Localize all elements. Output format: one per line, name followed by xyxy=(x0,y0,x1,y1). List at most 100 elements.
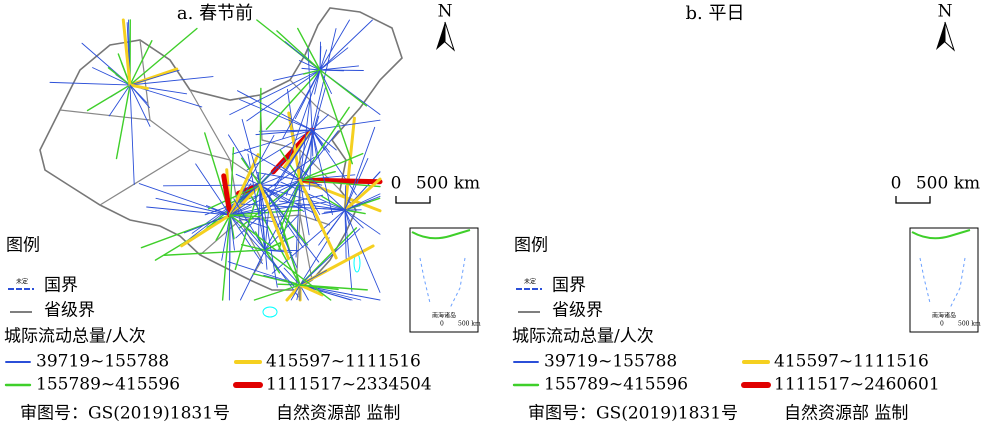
flow-line xyxy=(296,129,313,155)
north-arrow: N xyxy=(936,2,956,52)
legend-title: 图例 xyxy=(6,236,40,256)
flow-line xyxy=(259,87,262,186)
flow-line xyxy=(344,209,364,229)
flow-line xyxy=(236,90,313,131)
flow-line xyxy=(299,106,350,181)
flow-line xyxy=(295,179,301,258)
review-number: 审图号：GS(2019)1831号 xyxy=(20,404,230,424)
north-arrow: N xyxy=(436,2,456,52)
flow-line xyxy=(319,41,321,71)
flow-line xyxy=(343,116,356,212)
flow-line xyxy=(138,183,231,216)
flow-line xyxy=(323,209,346,213)
flow-line xyxy=(233,198,266,251)
flow-line xyxy=(283,267,301,286)
panel-title: a. 春节前 xyxy=(177,3,253,24)
flow-line xyxy=(299,152,364,181)
flow-line xyxy=(344,209,347,259)
flow-line xyxy=(259,175,282,186)
flow-line xyxy=(229,214,261,218)
flow-line xyxy=(285,283,302,302)
flow-line xyxy=(208,184,261,210)
flow-line xyxy=(299,270,327,286)
flow-line xyxy=(49,81,131,86)
north-arrow-shape xyxy=(444,21,456,52)
flow-line xyxy=(344,185,347,211)
flow-line xyxy=(264,249,299,252)
inset-border xyxy=(919,257,966,309)
flow-legend-title: 城际流动总量/人次 xyxy=(4,327,146,347)
china-map xyxy=(39,7,403,318)
flow-line xyxy=(344,209,381,235)
flow-line xyxy=(92,67,131,86)
flow-line xyxy=(297,27,321,71)
flow-line xyxy=(246,69,321,122)
flow-line xyxy=(321,195,346,211)
flow-line xyxy=(241,118,261,186)
flow-line xyxy=(195,163,231,216)
flow-line xyxy=(229,214,295,287)
flow-class-label: 39719~155788 xyxy=(544,352,677,372)
flow-line xyxy=(301,67,321,71)
flow-line xyxy=(344,126,376,211)
flow-line xyxy=(299,228,361,286)
flow-line xyxy=(129,40,153,86)
flow-line xyxy=(277,283,301,286)
flow-line xyxy=(183,214,231,234)
flow-line xyxy=(252,273,301,286)
flow-line xyxy=(319,65,360,71)
national-border-label: 国界 xyxy=(44,276,78,296)
flow-class-label: 155789~415596 xyxy=(36,375,180,395)
flow-line xyxy=(264,241,283,251)
flow-line xyxy=(253,284,301,301)
flow-line xyxy=(280,181,346,211)
flow-line xyxy=(129,69,180,86)
flow-line xyxy=(228,153,260,217)
panel-title: b. 平日 xyxy=(686,3,745,24)
flow-line xyxy=(311,129,333,215)
flow-line xyxy=(259,184,319,187)
national-border-label: 国界 xyxy=(552,276,586,296)
legend-title: 图例 xyxy=(514,236,548,256)
flow-line xyxy=(311,129,337,151)
flow-line xyxy=(187,184,261,241)
inset-scale-zero: 0 xyxy=(940,321,944,328)
flow-line xyxy=(221,173,233,218)
flow-line xyxy=(319,69,368,107)
flow-line xyxy=(299,130,339,181)
flow-class-label: 1111517~2460601 xyxy=(774,375,940,395)
flow-line xyxy=(240,203,346,211)
inset-coast xyxy=(411,229,471,240)
flow-line xyxy=(290,284,301,301)
north-label: N xyxy=(438,2,453,22)
flow-class-label: 155789~415596 xyxy=(544,375,688,395)
flow-line xyxy=(299,97,311,181)
flow-line xyxy=(319,19,350,71)
supervisor: 自然资源部 监制 xyxy=(276,404,400,424)
flow-line xyxy=(276,30,321,71)
flow-line xyxy=(258,183,290,261)
flow-line xyxy=(146,206,231,216)
inset-scale-km: 500 km xyxy=(458,321,481,328)
flow-line xyxy=(129,84,135,186)
flow-line xyxy=(319,69,353,165)
flow-line xyxy=(265,69,321,130)
north-arrow-shape xyxy=(936,22,945,50)
flow-line xyxy=(279,165,301,181)
flow-line xyxy=(115,84,131,160)
flow-class-label: 1111517~2334504 xyxy=(266,375,432,395)
flow-line xyxy=(311,129,318,159)
flow-line xyxy=(314,69,321,95)
flow-line xyxy=(319,47,349,71)
flow-line xyxy=(239,99,313,131)
scale-bar xyxy=(895,196,931,204)
flow-line xyxy=(229,214,277,251)
scale-km: 500 km xyxy=(916,174,980,194)
flow-line xyxy=(343,177,382,212)
inset-frame xyxy=(909,227,979,333)
flow-line xyxy=(264,249,332,301)
flow-line xyxy=(215,214,231,241)
flow-line xyxy=(229,156,315,216)
